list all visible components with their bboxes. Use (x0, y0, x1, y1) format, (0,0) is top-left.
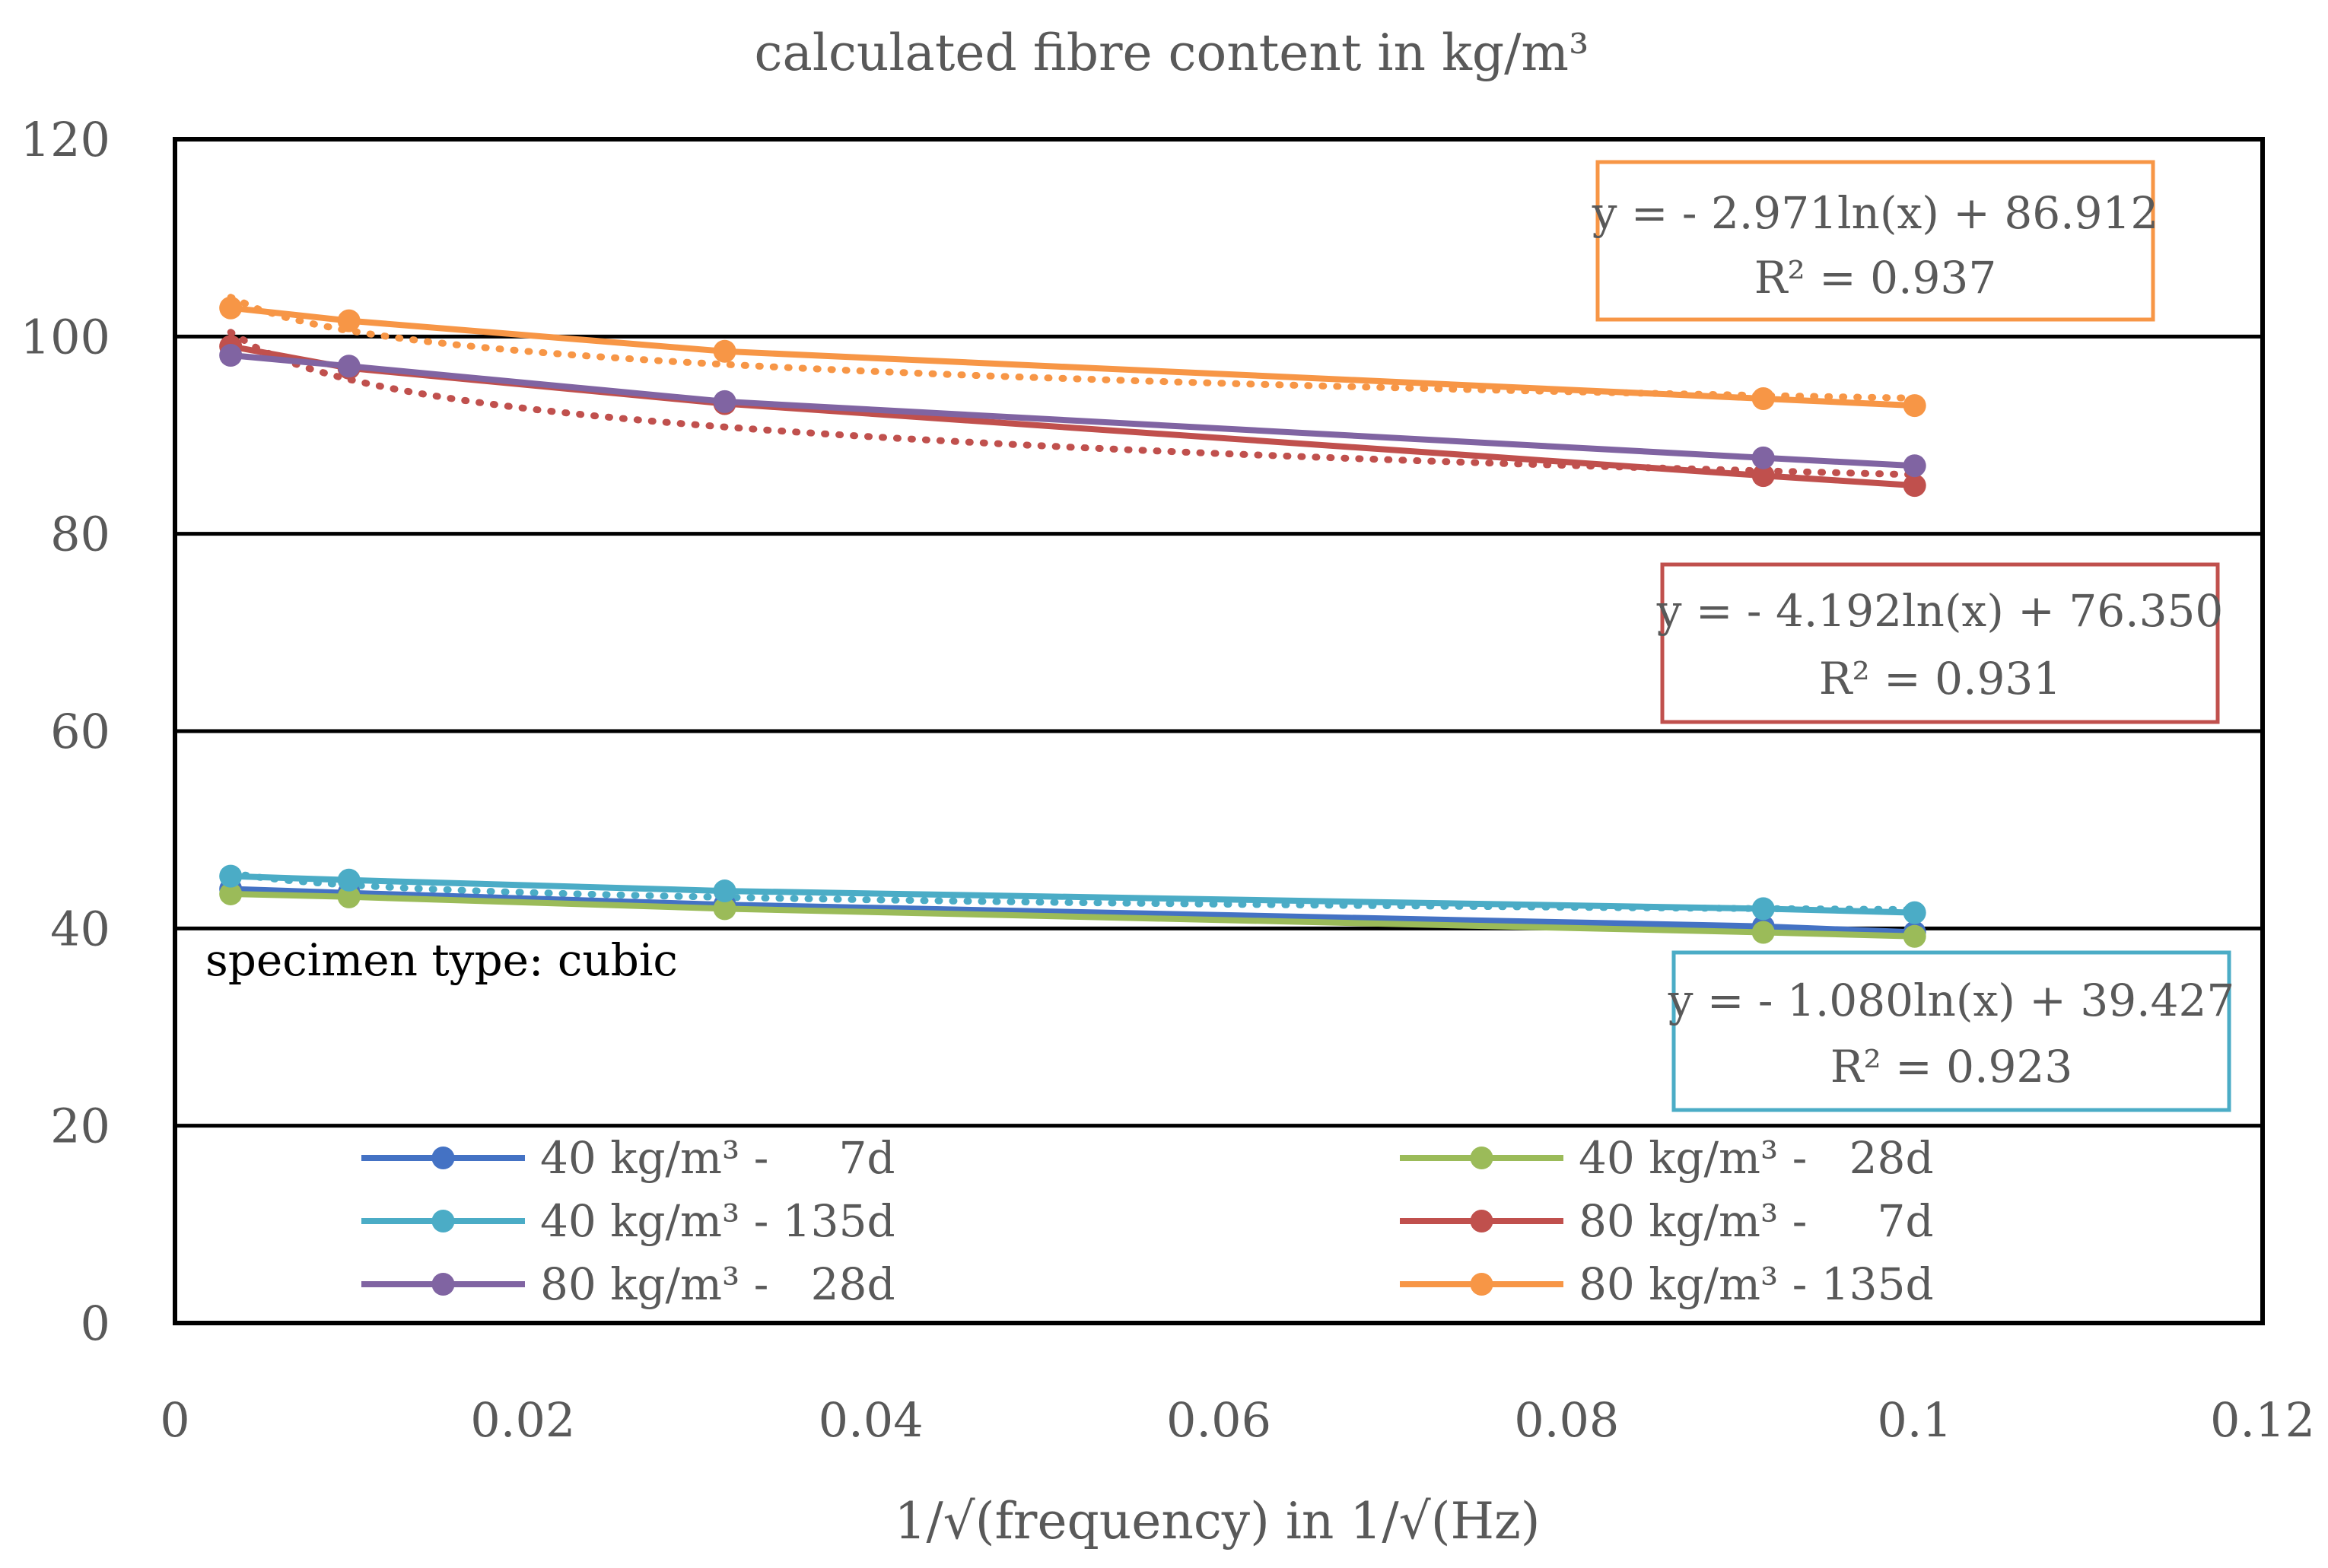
trendline-80-kg-m-135d (227, 294, 1919, 402)
legend-item-80-kg-m-28d: 80 kg/m³ - 28d (361, 1258, 895, 1310)
legend-item-40-kg-m-7d: 40 kg/m³ - 7d (361, 1132, 895, 1184)
y-tick-label: 60 (50, 704, 110, 759)
trend-box-frame-red (1660, 562, 2220, 724)
data-point (337, 885, 361, 908)
legend-swatch-marker (431, 1147, 455, 1169)
series-40-kg-m-135d (219, 864, 1926, 924)
trend-r2-orange: R² = 0.937 (1754, 252, 1996, 304)
trend-r2-red: R² = 0.931 (1819, 653, 2061, 704)
x-tick-label: 0.06 (1166, 1392, 1271, 1448)
data-point (1903, 394, 1926, 418)
series-40-kg-m-28d (219, 882, 1926, 948)
trend-equation-box-red: y = - 4.192ln(x) + 76.350 R² = 0.931 (1656, 562, 2224, 724)
x-tick-label: 0.1 (1877, 1392, 1952, 1448)
legend-item-80-kg-m-7d: 80 kg/m³ - 7d (1400, 1195, 1934, 1247)
y-axis-ticks: 0 20 40 60 80 100 120 (21, 112, 110, 1351)
specimen-type-annotation: specimen type: cubic (205, 934, 678, 986)
y-tick-label: 120 (21, 112, 110, 167)
legend: 40 kg/m³ - 7d 40 kg/m³ - 28d 40 kg/m³ - 13… (361, 1132, 1934, 1310)
trend-equation-cyan: y = - 1.080ln(x) + 39.427 (1668, 975, 2235, 1026)
data-point (337, 355, 361, 378)
y-tick-label: 40 (50, 901, 110, 956)
data-series (219, 296, 1926, 948)
legend-swatch-marker (1470, 1147, 1493, 1169)
trend-equation-orange: y = - 2.971ln(x) + 86.912 (1592, 187, 2159, 239)
legend-label: 40 kg/m³ - 135d (540, 1195, 895, 1247)
x-tick-label: 0.04 (819, 1392, 924, 1448)
trend-box-frame-orange (1595, 160, 2155, 322)
data-point (219, 343, 243, 367)
x-tick-label: 0.02 (470, 1392, 575, 1448)
series-80-kg-m-135d (219, 296, 1926, 418)
legend-swatch-marker (1470, 1210, 1493, 1232)
data-point (337, 868, 361, 892)
legend-swatch-marker (1470, 1273, 1493, 1296)
trend-equation-red: y = - 4.192ln(x) + 76.350 (1656, 585, 2224, 637)
x-tick-label: 0.12 (2210, 1392, 2315, 1448)
chart-title: calculated fibre content in kg/m³ (755, 24, 1589, 82)
series-80-kg-m-28d (219, 343, 1926, 478)
legend-label: 80 kg/m³ - 28d (540, 1258, 895, 1310)
data-point (713, 879, 736, 903)
x-axis-ticks: 0 0.02 0.04 0.06 0.08 0.1 0.12 (160, 1392, 2315, 1448)
data-point (713, 339, 736, 363)
legend-label: 40 kg/m³ - 28d (1579, 1132, 1934, 1184)
x-axis-label: 1/√(frequency) in 1/√(Hz) (894, 1492, 1540, 1551)
data-point (1751, 921, 1775, 944)
y-tick-label: 20 (50, 1099, 110, 1154)
x-tick-label: 0 (160, 1392, 189, 1448)
y-tick-label: 0 (81, 1296, 110, 1351)
trend-equation-box-orange: y = - 2.971ln(x) + 86.912 R² = 0.937 (1592, 160, 2159, 322)
data-point (1903, 474, 1926, 498)
data-point (1751, 464, 1775, 488)
legend-label: 80 kg/m³ - 7d (1579, 1195, 1934, 1247)
data-point (337, 309, 361, 332)
legend-item-40-kg-m-135d: 40 kg/m³ - 135d (361, 1195, 895, 1247)
legend-item-80-kg-m-135d: 80 kg/m³ - 135d (1400, 1258, 1934, 1310)
data-point (219, 882, 243, 905)
data-point (219, 296, 243, 320)
data-point (1903, 454, 1926, 478)
legend-item-40-kg-m-28d: 40 kg/m³ - 28d (1400, 1132, 1934, 1184)
trend-equation-box-cyan: y = - 1.080ln(x) + 39.427 R² = 0.923 (1668, 950, 2235, 1112)
legend-label: 80 kg/m³ - 135d (1579, 1258, 1934, 1310)
data-point (713, 390, 736, 413)
data-point (713, 897, 736, 921)
gridlines (175, 334, 2263, 1128)
legend-swatch-marker (431, 1210, 455, 1232)
x-tick-label: 0.08 (1514, 1392, 1619, 1448)
plot-area-border (173, 137, 2265, 1325)
legend-swatch-marker (431, 1273, 455, 1296)
data-point (1751, 446, 1775, 469)
trend-box-frame-cyan (1671, 950, 2231, 1112)
data-point (219, 864, 243, 888)
data-point (1903, 924, 1926, 948)
y-tick-label: 80 (50, 507, 110, 562)
legend-label: 40 kg/m³ - 7d (540, 1132, 895, 1184)
data-point (1751, 387, 1775, 411)
data-point (1903, 901, 1926, 924)
data-point (1751, 897, 1775, 921)
y-tick-label: 100 (21, 309, 110, 364)
trend-r2-cyan: R² = 0.923 (1830, 1041, 2072, 1093)
